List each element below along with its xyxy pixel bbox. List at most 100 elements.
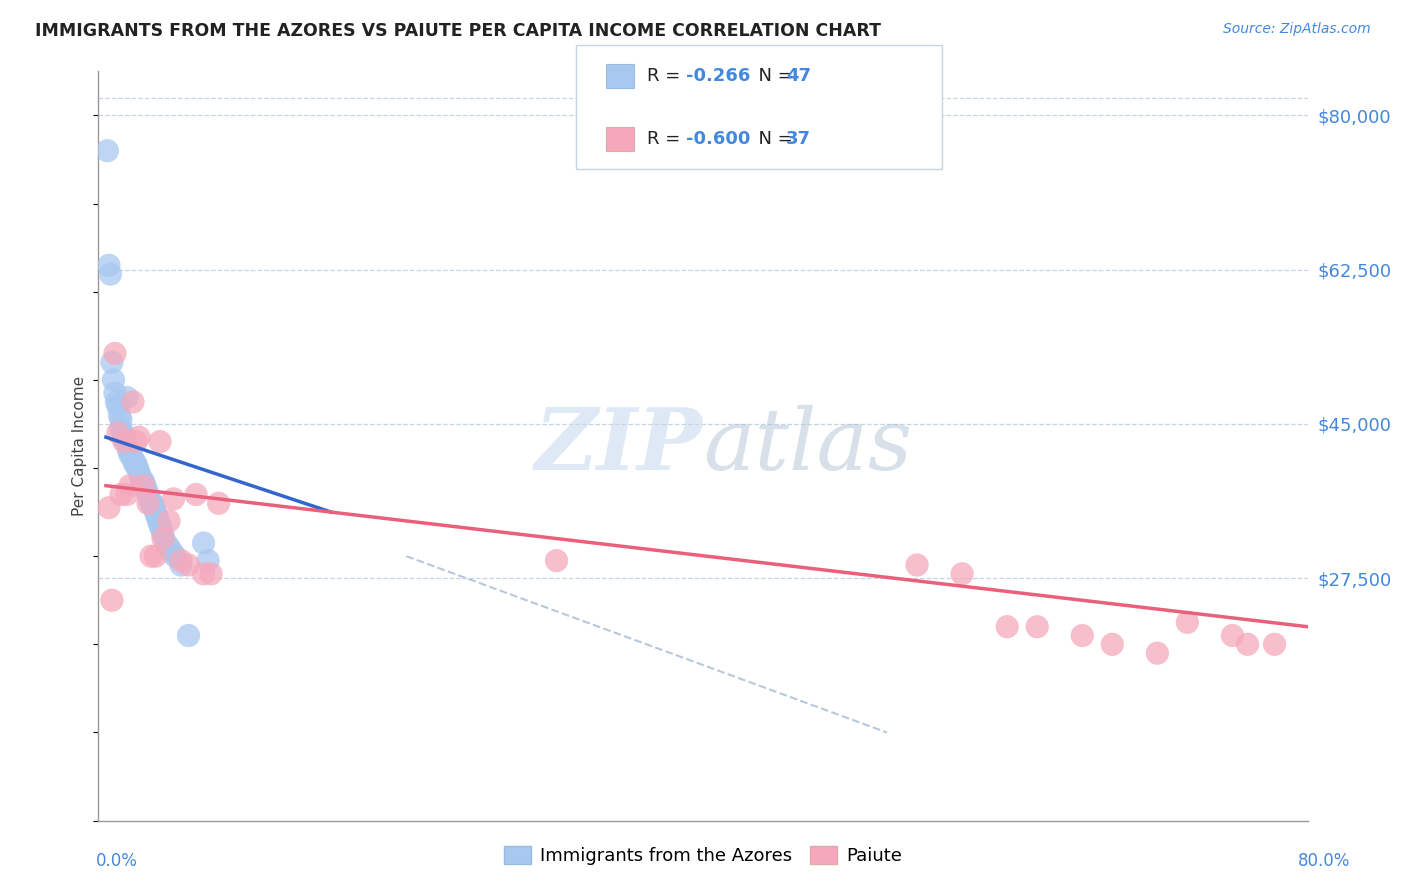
Point <box>131 475 153 489</box>
Point <box>107 400 129 414</box>
Point <box>122 452 145 467</box>
Point <box>100 267 122 281</box>
Point <box>125 434 148 449</box>
Point <box>110 487 132 501</box>
Point <box>112 430 135 444</box>
Legend: Immigrants from the Azores, Paiute: Immigrants from the Azores, Paiute <box>496 838 910 872</box>
Point <box>135 483 157 497</box>
Point <box>155 536 177 550</box>
Point <box>101 593 124 607</box>
Point <box>115 391 138 405</box>
Point <box>207 496 229 510</box>
Point <box>1177 615 1199 630</box>
Point <box>129 470 152 484</box>
Point <box>114 434 136 449</box>
Point <box>134 478 156 492</box>
Point <box>97 500 120 515</box>
Point <box>111 425 134 440</box>
Point <box>193 566 215 581</box>
Text: IMMIGRANTS FROM THE AZORES VS PAIUTE PER CAPITA INCOME CORRELATION CHART: IMMIGRANTS FROM THE AZORES VS PAIUTE PER… <box>35 22 882 40</box>
Text: -0.600: -0.600 <box>686 129 751 148</box>
Point <box>117 443 139 458</box>
Point <box>132 478 155 492</box>
Point <box>128 466 150 480</box>
Point <box>125 457 148 471</box>
Point <box>163 549 186 564</box>
Point <box>132 475 155 489</box>
Point <box>157 514 180 528</box>
Point <box>107 425 129 440</box>
Point <box>104 346 127 360</box>
Point <box>127 461 149 475</box>
Point <box>149 434 172 449</box>
Point <box>112 434 135 449</box>
Point <box>1263 637 1285 651</box>
Point <box>1026 620 1049 634</box>
Text: 0.0%: 0.0% <box>96 852 138 870</box>
Y-axis label: Per Capita Income: Per Capita Income <box>72 376 87 516</box>
Point <box>139 549 162 564</box>
Point <box>101 355 124 369</box>
Text: Source: ZipAtlas.com: Source: ZipAtlas.com <box>1223 22 1371 37</box>
Point <box>138 491 160 506</box>
Text: ZIP: ZIP <box>536 404 703 488</box>
Point <box>177 558 200 572</box>
Point <box>124 457 146 471</box>
Text: 47: 47 <box>786 67 811 86</box>
Text: N =: N = <box>747 129 799 148</box>
Point <box>105 395 128 409</box>
Point <box>1236 637 1258 651</box>
Point <box>177 628 200 642</box>
Point <box>193 536 215 550</box>
Point <box>170 553 193 567</box>
Text: atlas: atlas <box>703 405 912 487</box>
Point <box>115 487 138 501</box>
Point <box>136 496 159 510</box>
Point <box>995 620 1018 634</box>
Point <box>121 448 143 462</box>
Point <box>141 496 163 510</box>
Point <box>170 558 193 572</box>
Point <box>97 258 120 272</box>
Point <box>136 487 159 501</box>
Point <box>149 518 172 533</box>
Point <box>152 527 174 541</box>
Point <box>1222 628 1244 642</box>
Point <box>139 496 162 510</box>
Point <box>905 558 928 572</box>
Point <box>184 487 207 501</box>
Point <box>103 373 125 387</box>
Point <box>145 549 167 564</box>
Text: 37: 37 <box>786 129 811 148</box>
Point <box>157 541 180 555</box>
Point <box>1101 637 1123 651</box>
Point <box>152 532 174 546</box>
Text: N =: N = <box>747 67 799 86</box>
Point <box>150 523 173 537</box>
Point <box>146 509 169 524</box>
Point <box>128 430 150 444</box>
Point <box>162 491 184 506</box>
Point <box>1071 628 1094 642</box>
Point <box>1146 646 1168 660</box>
Point <box>546 553 568 567</box>
Point <box>145 505 167 519</box>
Point <box>122 395 145 409</box>
Point <box>118 448 141 462</box>
Text: 80.0%: 80.0% <box>1298 852 1350 870</box>
Text: -0.266: -0.266 <box>686 67 751 86</box>
Text: R =: R = <box>647 67 686 86</box>
Point <box>197 553 219 567</box>
Point <box>148 514 170 528</box>
Point <box>950 566 973 581</box>
Point <box>160 545 183 559</box>
Point <box>118 478 141 492</box>
Text: R =: R = <box>647 129 686 148</box>
Point <box>110 412 132 426</box>
Point <box>108 408 131 422</box>
Point <box>96 144 118 158</box>
Point <box>143 500 166 515</box>
Point <box>104 386 127 401</box>
Point <box>200 566 222 581</box>
Point <box>110 421 132 435</box>
